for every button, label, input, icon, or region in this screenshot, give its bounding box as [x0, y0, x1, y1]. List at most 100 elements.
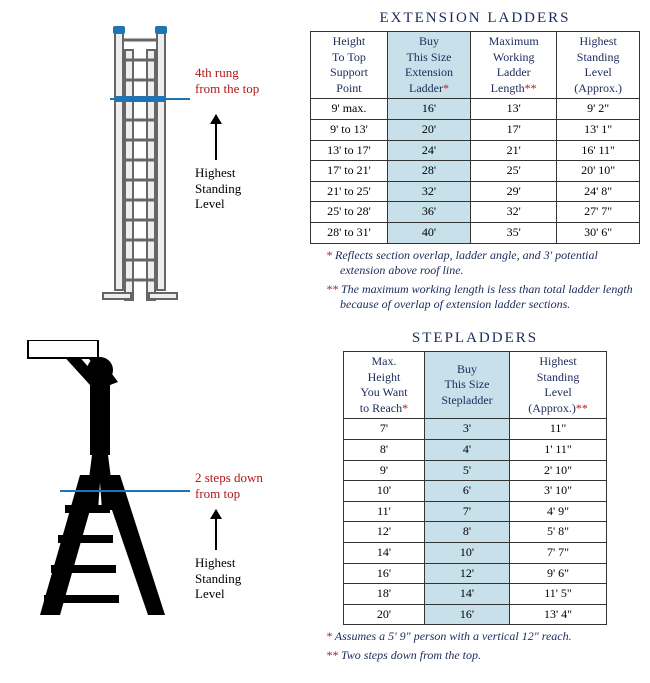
table-row: 12'8'5' 8"	[344, 522, 607, 543]
table-row: 25' to 28'36'32'27' 7"	[311, 202, 640, 223]
table-cell: 5'	[424, 460, 509, 481]
table-cell: 20'	[387, 119, 470, 140]
table-cell: 18'	[344, 584, 425, 605]
column-header: HighestStandingLevel(Approx.)**	[510, 352, 607, 419]
table-cell: 9' max.	[311, 99, 388, 120]
extension-title: EXTENSION LADDERS	[310, 10, 640, 27]
table-cell: 20' 10"	[557, 161, 640, 182]
table-row: 7'3'11"	[344, 419, 607, 440]
table-row: 18'14'11' 5"	[344, 584, 607, 605]
column-header: HeightTo TopSupportPoint	[311, 32, 388, 99]
table-cell: 16' 11"	[557, 140, 640, 161]
stepladder-svg	[20, 340, 210, 620]
table-cell: 40'	[387, 222, 470, 243]
column-header: MaximumWorkingLadderLength**	[471, 32, 557, 99]
stepladder-title: STEPLADDERS	[310, 330, 640, 347]
table-cell: 9' to 13'	[311, 119, 388, 140]
table-cell: 27' 7"	[557, 202, 640, 223]
table-row: 9'5'2' 10"	[344, 460, 607, 481]
table-row: 9' to 13'20'17'13' 1"	[311, 119, 640, 140]
table-cell: 28'	[387, 161, 470, 182]
table-cell: 16'	[344, 563, 425, 584]
column-header: HighestStandingLevel(Approx.)	[557, 32, 640, 99]
footnote: * Assumes a 5' 9" person with a vertical…	[318, 629, 640, 644]
footnote: ** Two steps down from the top.	[318, 648, 640, 663]
table-cell: 11' 5"	[510, 584, 607, 605]
table-row: 10'6'3' 10"	[344, 481, 607, 502]
table-cell: 12'	[344, 522, 425, 543]
table-cell: 8'	[424, 522, 509, 543]
table-cell: 21' to 25'	[311, 181, 388, 202]
table-row: 9' max.16'13'9' 2"	[311, 99, 640, 120]
table-cell: 10'	[344, 481, 425, 502]
highest-standing-label-step: HighestStandingLevel	[195, 555, 241, 602]
table-cell: 28' to 31'	[311, 222, 388, 243]
table-row: 13' to 17'24'21'16' 11"	[311, 140, 640, 161]
table-cell: 9'	[344, 460, 425, 481]
highest-standing-arrow-ext	[215, 115, 217, 160]
table-cell: 16'	[424, 604, 509, 625]
table-cell: 11"	[510, 419, 607, 440]
table-cell: 9' 2"	[557, 99, 640, 120]
table-cell: 24' 8"	[557, 181, 640, 202]
table-row: 28' to 31'40'35'30' 6"	[311, 222, 640, 243]
two-steps-label: 2 steps downfrom top	[195, 470, 263, 501]
table-cell: 20'	[344, 604, 425, 625]
table-cell: 4' 9"	[510, 501, 607, 522]
extension-ladder-illustration: 4th rungfrom the top HighestStandingLeve…	[10, 10, 310, 320]
column-header: Max.HeightYou Wantto Reach*	[344, 352, 425, 419]
table-cell: 32'	[387, 181, 470, 202]
stepladder-table: Max.HeightYou Wantto Reach*BuyThis SizeS…	[343, 351, 607, 625]
table-cell: 10'	[424, 542, 509, 563]
table-cell: 35'	[471, 222, 557, 243]
table-cell: 25' to 28'	[311, 202, 388, 223]
table-cell: 3' 10"	[510, 481, 607, 502]
table-row: 16'12'9' 6"	[344, 563, 607, 584]
table-cell: 14'	[424, 584, 509, 605]
table-cell: 1' 11"	[510, 439, 607, 460]
table-cell: 24'	[387, 140, 470, 161]
table-cell: 5' 8"	[510, 522, 607, 543]
table-row: 21' to 25'32'29'24' 8"	[311, 181, 640, 202]
table-cell: 14'	[344, 542, 425, 563]
table-cell: 32'	[471, 202, 557, 223]
table-cell: 30' 6"	[557, 222, 640, 243]
table-cell: 21'	[471, 140, 557, 161]
table-row: 11'7'4' 9"	[344, 501, 607, 522]
table-cell: 7'	[424, 501, 509, 522]
table-cell: 3'	[424, 419, 509, 440]
table-cell: 13'	[471, 99, 557, 120]
table-cell: 9' 6"	[510, 563, 607, 584]
table-cell: 4'	[424, 439, 509, 460]
footnote: * Reflects section overlap, ladder angle…	[318, 248, 640, 278]
footnote: ** The maximum working length is less th…	[318, 282, 640, 312]
table-cell: 7' 7"	[510, 542, 607, 563]
table-cell: 25'	[471, 161, 557, 182]
stepladder-illustration: 2 steps downfrom top HighestStandingLeve…	[10, 330, 310, 663]
table-cell: 36'	[387, 202, 470, 223]
highest-standing-arrow-step	[215, 510, 217, 550]
table-row: 14'10'7' 7"	[344, 542, 607, 563]
table-cell: 17'	[471, 119, 557, 140]
table-cell: 7'	[344, 419, 425, 440]
table-cell: 13' to 17'	[311, 140, 388, 161]
table-cell: 29'	[471, 181, 557, 202]
table-cell: 13' 4"	[510, 604, 607, 625]
table-cell: 13' 1"	[557, 119, 640, 140]
table-cell: 8'	[344, 439, 425, 460]
highest-standing-label-ext: HighestStandingLevel	[195, 165, 241, 212]
table-cell: 6'	[424, 481, 509, 502]
extension-table: HeightTo TopSupportPointBuyThis SizeExte…	[310, 31, 640, 244]
table-cell: 12'	[424, 563, 509, 584]
column-header: BuyThis SizeStepladder	[424, 352, 509, 419]
column-header: BuyThis SizeExtensionLadder*	[387, 32, 470, 99]
table-row: 17' to 21'28'25'20' 10"	[311, 161, 640, 182]
table-cell: 11'	[344, 501, 425, 522]
table-row: 8'4'1' 11"	[344, 439, 607, 460]
table-cell: 2' 10"	[510, 460, 607, 481]
table-row: 20'16'13' 4"	[344, 604, 607, 625]
two-steps-line	[60, 490, 190, 492]
fourth-rung-line	[110, 98, 190, 100]
fourth-rung-label: 4th rungfrom the top	[195, 65, 259, 96]
table-cell: 16'	[387, 99, 470, 120]
